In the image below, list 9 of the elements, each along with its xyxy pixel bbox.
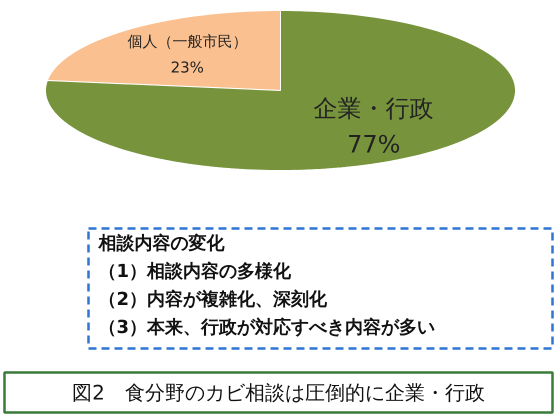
text: （3）本来、行政が対応すべき内容が多い	[98, 317, 436, 338]
slice-label: 企業・行政	[314, 94, 434, 123]
text: 相談内容の変化	[98, 233, 226, 254]
text: （1）相談内容の多様化	[98, 261, 292, 282]
text: （2）内容が複雑化、深刻化	[98, 289, 328, 310]
text: 図2 食分野のカビ相談は圧倒的に企業・行政	[72, 380, 485, 404]
data-label: 23%	[170, 58, 204, 76]
slice-label: 個人（一般市民）	[127, 32, 248, 50]
data-label: 77%	[347, 130, 400, 159]
